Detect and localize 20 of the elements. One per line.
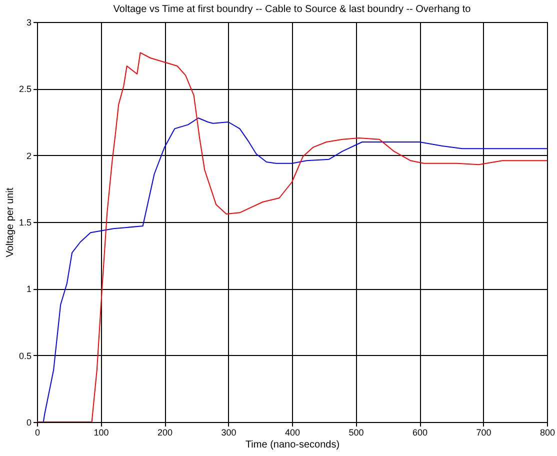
x-tick-label: 0 xyxy=(34,428,40,438)
x-tick-label: 400 xyxy=(284,428,300,438)
x-tick-label: 500 xyxy=(348,428,364,438)
y-tick-label: 1.5 xyxy=(18,218,32,228)
y-tick-label: 3 xyxy=(26,18,32,28)
y-tick-label: 1 xyxy=(26,284,32,294)
x-tick-label: 700 xyxy=(476,428,492,438)
y-tick-label: 0.5 xyxy=(18,350,32,361)
chart-title: Voltage vs Time at first boundry -- Cable to Source & last boundry -- Overhang to xyxy=(113,4,472,15)
y-tick-label: 0 xyxy=(26,418,32,428)
x-axis-title: Time (nano-seconds) xyxy=(245,440,340,450)
line-series xyxy=(37,52,547,422)
y-axis-title: Voltage per unit xyxy=(4,188,16,258)
x-tick-label: 100 xyxy=(94,428,109,438)
y-tick-label: 2 xyxy=(26,150,32,161)
x-tick-label: 800 xyxy=(540,428,556,438)
x-tick-label: 300 xyxy=(221,428,236,438)
x-tick-label: 200 xyxy=(157,428,173,438)
x-tick-label: 600 xyxy=(412,428,428,438)
y-tick-label: 2.5 xyxy=(18,84,32,94)
